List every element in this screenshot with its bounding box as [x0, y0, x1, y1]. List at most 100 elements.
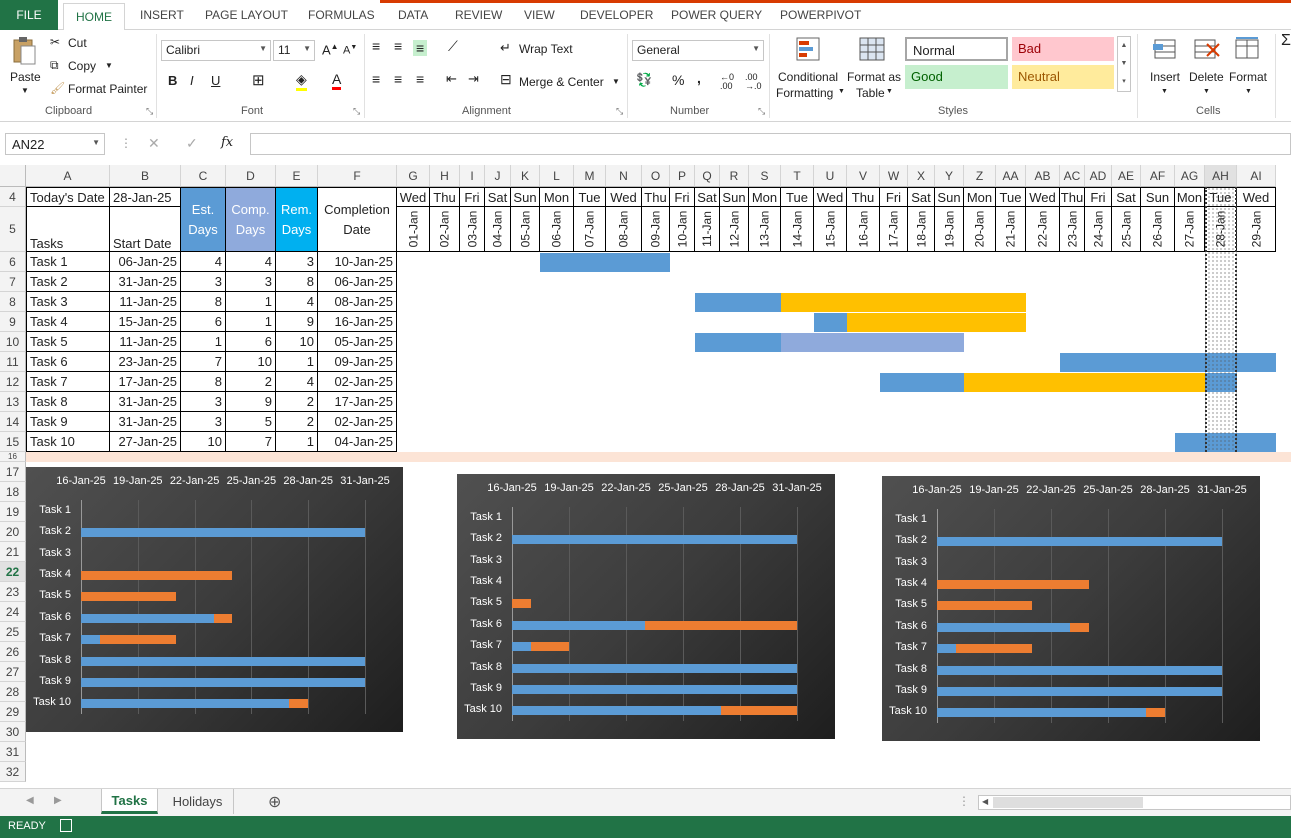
- task-start-cell[interactable]: 15-Jan-25: [110, 312, 181, 332]
- column-header[interactable]: N: [606, 165, 642, 187]
- align-bottom-icon[interactable]: ≡: [413, 40, 428, 56]
- column-header[interactable]: M: [574, 165, 606, 187]
- task-done-cell[interactable]: 09-Jan-25: [318, 352, 397, 372]
- task-name-cell[interactable]: Task 4: [26, 312, 110, 332]
- column-header[interactable]: L: [540, 165, 574, 187]
- column-header[interactable]: R: [720, 165, 749, 187]
- row-header[interactable]: 22: [0, 562, 26, 582]
- column-header[interactable]: AB: [1026, 165, 1060, 187]
- format-painter-icon[interactable]: 🖌: [50, 81, 66, 95]
- row-header[interactable]: 16: [0, 452, 26, 462]
- column-header[interactable]: J: [485, 165, 511, 187]
- column-header[interactable]: AA: [996, 165, 1026, 187]
- align-center-icon[interactable]: ≡: [394, 71, 403, 87]
- task-comp-cell[interactable]: 7: [226, 432, 276, 452]
- column-header[interactable]: E: [276, 165, 318, 187]
- paste-dropdown-icon[interactable]: ▼: [21, 86, 29, 95]
- row-header[interactable]: 18: [0, 482, 26, 502]
- task-name-cell[interactable]: Task 3: [26, 292, 110, 312]
- timeline-date-header[interactable]: 18-Jan: [908, 207, 935, 252]
- chevron-down-icon[interactable]: ▼: [1203, 88, 1210, 95]
- column-header[interactable]: AE: [1112, 165, 1141, 187]
- task-name-cell[interactable]: Task 9: [26, 412, 110, 432]
- conditional-formatting-button[interactable]: Conditional: [778, 70, 839, 84]
- copy-button[interactable]: Copy: [68, 59, 97, 73]
- task-start-cell[interactable]: 31-Jan-25: [110, 412, 181, 432]
- timeline-date-header[interactable]: 25-Jan: [1112, 207, 1141, 252]
- insert-cells-button[interactable]: Insert: [1150, 70, 1181, 84]
- row-header[interactable]: 19: [0, 502, 26, 522]
- est-days-header[interactable]: Est. Days: [181, 187, 226, 252]
- row-header[interactable]: 9: [0, 312, 26, 332]
- format-cells-icon[interactable]: [1234, 36, 1262, 64]
- tab-data[interactable]: DATA: [398, 8, 429, 22]
- timeline-day-header[interactable]: Sun: [935, 187, 964, 207]
- timeline-day-header[interactable]: Fri: [880, 187, 908, 207]
- scroll-right-icon[interactable]: ▶: [54, 795, 62, 806]
- task-est-cell[interactable]: 3: [181, 412, 226, 432]
- font-size-select[interactable]: 11 ▼: [273, 40, 315, 61]
- task-rem-cell[interactable]: 1: [276, 432, 318, 452]
- task-rem-cell[interactable]: 1: [276, 352, 318, 372]
- task-rem-cell[interactable]: 2: [276, 412, 318, 432]
- font-launcher-icon[interactable]: ⤡: [353, 106, 361, 116]
- number-format-select[interactable]: General ▼: [632, 40, 764, 61]
- row-header[interactable]: 26: [0, 642, 26, 662]
- tab-developer[interactable]: DEVELOPER: [580, 8, 654, 22]
- timeline-date-header[interactable]: 11-Jan: [695, 207, 720, 252]
- task-start-cell[interactable]: 11-Jan-25: [110, 292, 181, 312]
- scroll-left-icon[interactable]: ◀: [26, 795, 34, 806]
- timeline-day-header[interactable]: Mon: [749, 187, 781, 207]
- timeline-day-header[interactable]: Fri: [1085, 187, 1112, 207]
- tab-formulas[interactable]: FORMULAS: [308, 8, 375, 22]
- timeline-day-header[interactable]: Thu: [847, 187, 880, 207]
- gantt-chart[interactable]: 16-Jan-25 19-Jan-25 22-Jan-25 25-Jan-25 28-J…: [882, 476, 1260, 741]
- task-done-cell[interactable]: 10-Jan-25: [318, 252, 397, 272]
- task-start-cell[interactable]: 06-Jan-25: [110, 252, 181, 272]
- copy-icon[interactable]: ⧉: [50, 58, 59, 72]
- row-header[interactable]: 25: [0, 622, 26, 642]
- task-done-cell[interactable]: 05-Jan-25: [318, 332, 397, 352]
- row-header[interactable]: 24: [0, 602, 26, 622]
- paste-icon[interactable]: [12, 36, 36, 66]
- cut-button[interactable]: Cut: [68, 36, 87, 50]
- tab-page-layout[interactable]: PAGE LAYOUT: [205, 8, 288, 22]
- row-header[interactable]: 32: [0, 762, 26, 782]
- wrap-text-icon[interactable]: ↵: [500, 40, 511, 55]
- timeline-day-header[interactable]: Thu: [1060, 187, 1085, 207]
- task-comp-cell[interactable]: 4: [226, 252, 276, 272]
- timeline-day-header[interactable]: Wed: [397, 187, 430, 207]
- style-normal[interactable]: Normal: [905, 37, 1008, 61]
- task-comp-cell[interactable]: 5: [226, 412, 276, 432]
- timeline-day-header[interactable]: Sat: [695, 187, 720, 207]
- task-comp-cell[interactable]: 2: [226, 372, 276, 392]
- row-header[interactable]: 11: [0, 352, 26, 372]
- column-header[interactable]: C: [181, 165, 226, 187]
- cut-icon[interactable]: ✂: [50, 35, 61, 49]
- task-start-cell[interactable]: 27-Jan-25: [110, 432, 181, 452]
- column-header[interactable]: X: [908, 165, 935, 187]
- row-header[interactable]: 29: [0, 702, 26, 722]
- format-as-table-icon[interactable]: [858, 36, 888, 64]
- row-header[interactable]: 27: [0, 662, 26, 682]
- timeline-day-header[interactable]: Sun: [511, 187, 540, 207]
- column-header[interactable]: AC: [1060, 165, 1085, 187]
- format-as-table-label[interactable]: Table: [856, 86, 885, 100]
- chevron-down-icon[interactable]: ▼: [838, 88, 845, 95]
- timeline-date-header[interactable]: 05-Jan: [511, 207, 540, 252]
- timeline-day-header[interactable]: Mon: [964, 187, 996, 207]
- wrap-text-button[interactable]: Wrap Text: [519, 42, 573, 56]
- column-header[interactable]: S: [749, 165, 781, 187]
- format-painter-button[interactable]: Format Painter: [68, 82, 148, 96]
- autosum-icon[interactable]: Σ: [1281, 32, 1291, 49]
- chevron-down-icon[interactable]: ▼: [886, 88, 893, 95]
- task-est-cell[interactable]: 8: [181, 372, 226, 392]
- column-header[interactable]: P: [670, 165, 695, 187]
- today-label-cell[interactable]: Today's Date: [26, 187, 110, 207]
- column-header[interactable]: D: [226, 165, 276, 187]
- sheet-tab-tasks[interactable]: Tasks: [101, 789, 158, 814]
- timeline-date-header[interactable]: 01-Jan: [397, 207, 430, 252]
- timeline-day-header[interactable]: Wed: [1237, 187, 1276, 207]
- timeline-day-header[interactable]: Fri: [670, 187, 695, 207]
- timeline-date-header[interactable]: 26-Jan: [1141, 207, 1175, 252]
